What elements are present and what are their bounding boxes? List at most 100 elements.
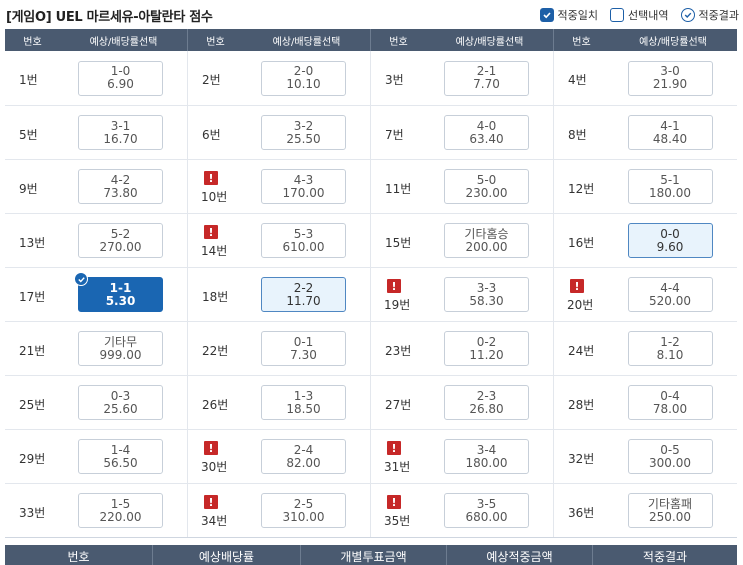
number-cell: 15번	[371, 214, 426, 267]
odds-label: 180.00	[649, 185, 691, 200]
selection-cell: 3-2 25.50	[243, 106, 370, 159]
grid-cell: ! 31번 3-4 180.00	[371, 430, 554, 483]
number-label: 16번	[568, 236, 595, 250]
odds-button[interactable]: 1-4 56.50	[78, 439, 163, 474]
odds-button[interactable]: 3-5 680.00	[444, 493, 529, 528]
odds-button[interactable]: 0-2 11.20	[444, 331, 529, 366]
check-circle-icon	[680, 8, 695, 22]
odds-button[interactable]: 4-1 48.40	[627, 115, 713, 150]
number-cell: ! 20번	[554, 268, 609, 321]
score-label: 5-3	[293, 226, 314, 241]
odds-button[interactable]: 1-1 5.30	[74, 272, 163, 312]
odds-label: 5.30	[105, 293, 136, 308]
grid-cell: 27번 2-3 26.80	[371, 376, 554, 429]
odds-button[interactable]: 2-1 7.70	[444, 60, 529, 96]
number-cell: ! 19번	[371, 268, 426, 321]
odds-button[interactable]: 3-4 180.00	[444, 439, 529, 474]
odds-button[interactable]: 3-3 58.30	[444, 277, 529, 312]
selection-cell: 3-1 16.70	[60, 106, 187, 159]
selection-cell: 1-2 8.10	[609, 322, 737, 375]
selection-cell: 5-3 610.00	[243, 214, 370, 267]
grid-cell: 3번 2-1 7.70	[371, 51, 554, 105]
grid-cell: 11번 5-0 230.00	[371, 160, 554, 213]
number-cell: 5번	[5, 106, 60, 159]
odds-button[interactable]: 0-5 300.00	[627, 439, 713, 474]
odds-button[interactable]: 4-2 73.80	[78, 169, 163, 204]
odds-button[interactable]: 2-3 26.80	[444, 385, 529, 420]
odds-button[interactable]: 1-2 8.10	[627, 331, 713, 366]
selection-cell: 0-3 25.60	[60, 376, 187, 429]
odds-button[interactable]: 5-0 230.00	[444, 169, 529, 204]
odds-label: 58.30	[469, 293, 504, 308]
grid-cell: 26번 1-3 18.50	[188, 376, 371, 429]
number-label: 2번	[202, 73, 221, 87]
selection-cell: 1-5 220.00	[60, 484, 187, 537]
grid-cell: 22번 0-1 7.30	[188, 322, 371, 375]
warning-icon: !	[204, 441, 218, 455]
odds-button[interactable]: 1-0 6.90	[78, 60, 163, 96]
odds-label: 520.00	[649, 293, 691, 308]
number-label: 19번	[384, 298, 411, 312]
header-no: 번호	[389, 36, 408, 48]
odds-button[interactable]: 0-4 78.00	[627, 385, 713, 420]
odds-button[interactable]: 기타홈패 250.00	[627, 493, 713, 528]
summary-header: 번호 예상배당률 개별투표금액 예상적중금액 적중결과	[5, 545, 737, 565]
score-label: 1-1	[109, 280, 132, 295]
odds-button[interactable]: 2-5 310.00	[261, 493, 346, 528]
odds-label: 6.90	[107, 77, 134, 91]
score-label: 0-1	[293, 334, 314, 349]
header-selection: 예상/배당률선택	[639, 36, 707, 48]
legend: 적중일치 선택내역 적중결과	[539, 7, 739, 23]
number-cell: ! 31번	[371, 430, 426, 483]
selection-cell: 4-2 73.80	[60, 160, 187, 213]
odds-button[interactable]: 4-4 520.00	[627, 277, 713, 312]
selection-cell: 1-1 5.30	[60, 268, 187, 321]
odds-button[interactable]: 3-0 21.90	[627, 60, 713, 96]
header-group: 번호 예상/배당률선택	[371, 29, 554, 51]
number-cell: 25번	[5, 376, 60, 429]
grid-row: 33번 1-5 220.00! 34번 2-5 310.00! 35번 3-5 680.00 36…	[5, 483, 737, 537]
legend-item-hit-result: 적중결과	[680, 7, 739, 23]
number-label: 1번	[19, 73, 38, 87]
odds-button[interactable]: 5-1 180.00	[627, 169, 713, 204]
number-label: 11번	[385, 182, 412, 196]
grid-cell: ! 35번 3-5 680.00	[371, 484, 554, 537]
number-cell: 12번	[554, 160, 609, 213]
grid-cell: 15번 기타홈승 200.00	[371, 214, 554, 267]
odds-button[interactable]: 0-1 7.30	[261, 331, 346, 366]
odds-button[interactable]: 1-5 220.00	[78, 493, 163, 528]
number-cell: ! 30번	[188, 430, 243, 483]
number-cell: ! 10번	[188, 160, 243, 213]
odds-button[interactable]: 1-3 18.50	[261, 385, 346, 420]
odds-button[interactable]: 5-2 270.00	[78, 223, 163, 258]
odds-button[interactable]: 2-2 11.70	[261, 277, 346, 312]
grid-cell: 12번 5-1 180.00	[554, 160, 737, 213]
warning-icon: !	[387, 279, 401, 293]
odds-button[interactable]: 3-1 16.70	[78, 115, 163, 150]
odds-button[interactable]: 4-3 170.00	[261, 169, 346, 204]
warning-icon: !	[387, 495, 401, 509]
selection-cell: 2-3 26.80	[426, 376, 553, 429]
odds-button[interactable]: 2-4 82.00	[261, 439, 346, 474]
odds-button[interactable]: 3-2 25.50	[261, 115, 346, 150]
selection-cell: 0-4 78.00	[609, 376, 737, 429]
number-cell: 22번	[188, 322, 243, 375]
odds-button[interactable]: 4-0 63.40	[444, 115, 529, 150]
number-label: 18번	[202, 290, 229, 304]
score-label: 3-2	[293, 118, 314, 133]
selection-cell: 1-4 56.50	[60, 430, 187, 483]
score-label: 0-2	[476, 334, 497, 349]
odds-label: 310.00	[282, 509, 325, 524]
odds-button[interactable]: 2-0 10.10	[261, 60, 346, 96]
number-label: 25번	[19, 398, 46, 412]
score-label: 기타무	[103, 334, 138, 349]
odds-button[interactable]: 기타홈승 200.00	[444, 223, 529, 258]
header-selection: 예상/배당률선택	[272, 36, 341, 48]
warning-icon: !	[204, 171, 218, 185]
odds-button[interactable]: 0-3 25.60	[78, 385, 163, 420]
odds-button[interactable]: 0-0 9.60	[627, 223, 713, 258]
odds-label: 21.90	[652, 77, 688, 91]
odds-button[interactable]: 5-3 610.00	[261, 223, 346, 258]
odds-button[interactable]: 기타무 999.00	[78, 331, 163, 366]
number-cell: 13번	[5, 214, 60, 267]
